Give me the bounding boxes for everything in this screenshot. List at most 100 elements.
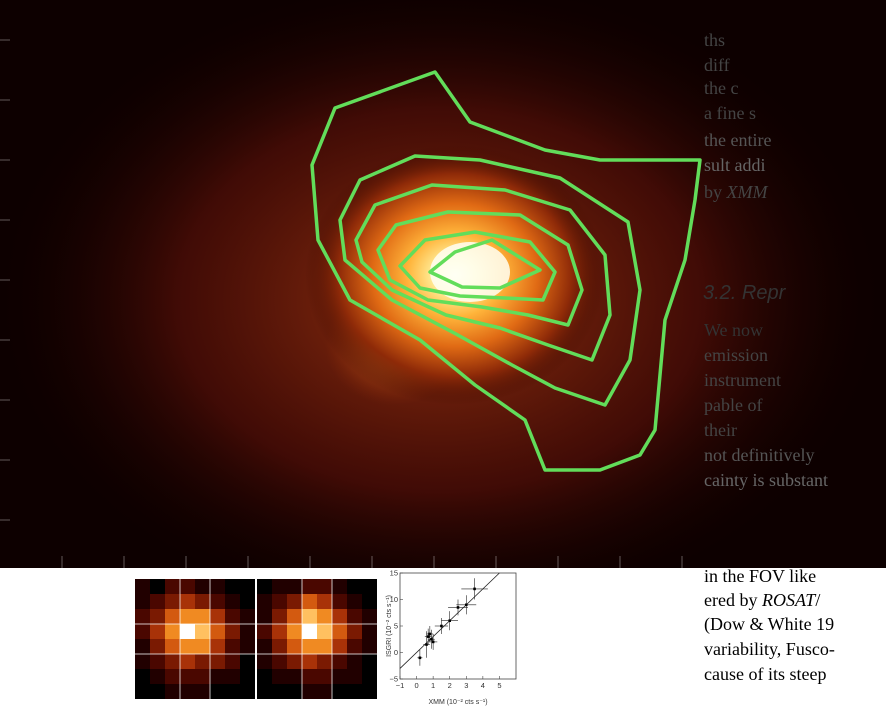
text-line: a fine s xyxy=(704,103,756,123)
text-emphasis: XMM xyxy=(726,182,768,202)
scatter-x-ticks: −1 0 1 2 3 4 5 xyxy=(396,676,502,690)
pixel-cell xyxy=(135,579,150,594)
pixel-cell xyxy=(225,594,240,609)
pixel-cell xyxy=(257,594,272,609)
pixel-cell xyxy=(272,579,287,594)
pixel-cell xyxy=(272,624,287,639)
pixel-cell xyxy=(210,654,225,669)
text-span: cainty is substant xyxy=(704,470,828,490)
pixel-cell xyxy=(347,654,362,669)
pixel-cell xyxy=(272,654,287,669)
y-tick-label: 5 xyxy=(394,622,398,631)
pixel-cell xyxy=(317,624,332,639)
point-marker xyxy=(456,606,460,609)
text-span: (Dow & White 19 xyxy=(704,614,835,634)
pixel-cell xyxy=(180,624,195,639)
pixel-cell xyxy=(195,624,210,639)
pixel-cell xyxy=(180,609,195,624)
pixel-cell xyxy=(272,609,287,624)
contour-level-4 xyxy=(376,210,584,327)
pixel-cell xyxy=(287,654,302,669)
text-line: cainty is substant xyxy=(704,470,828,490)
pixel-cell xyxy=(302,639,317,654)
point-marker xyxy=(473,587,476,591)
pixel-cell xyxy=(150,609,165,624)
text-span: / xyxy=(815,590,821,610)
contour-lines xyxy=(310,70,702,472)
pixel-cell xyxy=(195,579,210,594)
x-tick-label: 5 xyxy=(497,681,501,690)
pixel-cell xyxy=(180,669,195,684)
pixel-cell xyxy=(195,609,210,624)
text-span: their xyxy=(704,420,737,440)
text-line: diff xyxy=(704,55,730,75)
text-span: not definitively xyxy=(704,445,815,465)
pixel-cell xyxy=(362,639,377,654)
pixel-cell xyxy=(135,654,150,669)
y-tick-label: 10 xyxy=(390,595,398,604)
point-marker xyxy=(426,635,430,638)
x-tick-label: 1 xyxy=(431,681,435,690)
pixel-cell xyxy=(287,669,302,684)
contour-level-6 xyxy=(428,238,542,290)
pixel-cell xyxy=(195,654,210,669)
text-span: ered by xyxy=(704,590,762,610)
pixel-cell xyxy=(347,594,362,609)
contour-level-2 xyxy=(338,154,642,407)
pixel-cell xyxy=(332,654,347,669)
pixel-cell xyxy=(272,594,287,609)
pixel-cell xyxy=(210,684,225,699)
data-point xyxy=(429,633,438,650)
text-line: pable of xyxy=(704,395,762,415)
pixel-cell xyxy=(332,639,347,654)
pixel-cell xyxy=(135,669,150,684)
text-span: in the FOV like xyxy=(704,566,817,586)
pixel-cell xyxy=(287,684,302,699)
point-marker xyxy=(430,637,433,641)
text-line: in the FOV like xyxy=(704,566,816,586)
pixel-cell xyxy=(302,624,317,639)
text-span: ths xyxy=(704,30,726,50)
text-span: sult addi xyxy=(704,155,766,175)
pixel-cell xyxy=(210,639,225,654)
pixel-cell xyxy=(317,684,332,699)
point-marker xyxy=(440,624,443,628)
text-span: We now xyxy=(704,320,764,340)
data-point xyxy=(417,649,423,666)
pixel-cell xyxy=(347,639,362,654)
contour-level-1 xyxy=(310,70,702,472)
pixel-cell xyxy=(180,639,195,654)
pixel-cell xyxy=(150,669,165,684)
pixel-cell xyxy=(180,579,195,594)
pixel-cell xyxy=(150,654,165,669)
text-line: the c xyxy=(704,78,738,98)
pixel-cell xyxy=(165,639,180,654)
pixel-cell xyxy=(210,609,225,624)
contour-level-5 xyxy=(398,230,557,302)
pixel-cell xyxy=(287,624,302,639)
y-tick-label: 15 xyxy=(390,569,398,578)
data-point xyxy=(461,578,488,600)
pixel-cell xyxy=(225,639,240,654)
pixel-cell xyxy=(195,639,210,654)
pixel-cell xyxy=(165,579,180,594)
pixel-cell xyxy=(347,609,362,624)
pixel-cell xyxy=(225,624,240,639)
pixel-cell xyxy=(332,669,347,684)
pixel-cell xyxy=(240,594,255,609)
pixel-cell xyxy=(332,684,347,699)
pixel-cell xyxy=(165,684,180,699)
pixel-cell xyxy=(135,594,150,609)
pixel-cell xyxy=(225,579,240,594)
text-span: the c xyxy=(704,78,739,98)
pixel-cell xyxy=(150,639,165,654)
pixel-cell xyxy=(347,669,362,684)
data-point xyxy=(448,599,468,616)
pixel-cell xyxy=(317,639,332,654)
pixel-cell xyxy=(302,609,317,624)
text-line: ered by ROSAT/ xyxy=(704,590,820,610)
text-line: instrument xyxy=(704,370,781,390)
scatter-points xyxy=(417,578,488,666)
text-span: variability, Fusco- xyxy=(704,639,835,659)
pixel-cell xyxy=(225,684,240,699)
